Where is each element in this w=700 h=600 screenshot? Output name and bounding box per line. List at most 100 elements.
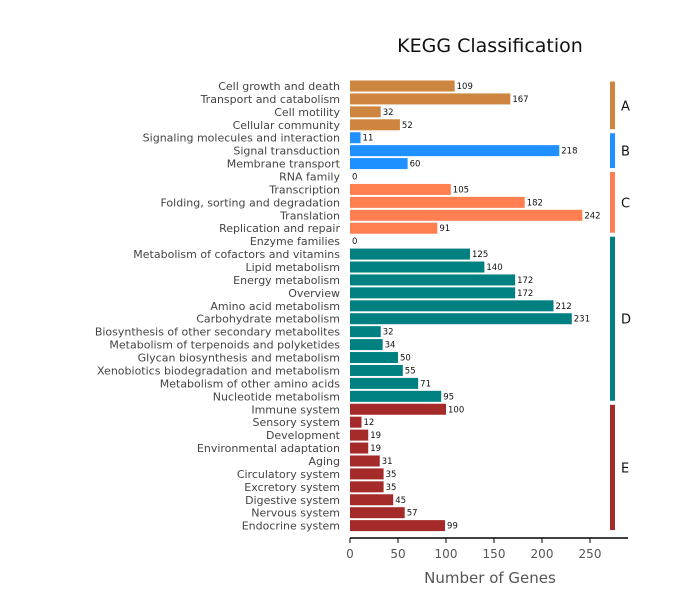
- x-tick-label: 250: [579, 547, 602, 561]
- value-label: 12: [364, 418, 375, 428]
- category-label: Amino acid metabolism: [210, 300, 340, 313]
- bar: [350, 339, 383, 351]
- value-label: 218: [561, 147, 577, 157]
- x-axis-title: Number of Genes: [424, 569, 556, 587]
- category-label: Biosynthesis of other secondary metaboli…: [95, 326, 340, 339]
- bar: [350, 80, 455, 92]
- category-label: Digestive system: [245, 494, 340, 507]
- bar: [350, 132, 361, 144]
- bar: [350, 364, 403, 376]
- value-label: 19: [370, 431, 381, 441]
- value-label: 95: [443, 392, 454, 402]
- category-label: Lipid metabolism: [245, 261, 340, 274]
- category-label: Translation: [279, 209, 340, 222]
- category-label: Enzyme families: [250, 235, 340, 248]
- value-label: 172: [517, 289, 533, 299]
- bar: [350, 403, 446, 415]
- group-label: D: [621, 313, 631, 328]
- value-label: 167: [512, 95, 528, 105]
- category-label: Metabolism of terpenoids and polyketides: [109, 339, 340, 352]
- group-bracket: [610, 236, 615, 401]
- group-bracket: [610, 81, 615, 130]
- value-label: 231: [574, 315, 590, 325]
- value-label: 52: [402, 121, 413, 131]
- value-label: 242: [584, 211, 600, 221]
- category-label: Cellular community: [233, 119, 341, 132]
- category-label: Energy metabolism: [233, 274, 340, 287]
- bar: [350, 352, 398, 364]
- value-label: 105: [453, 185, 469, 195]
- group-bracket: [610, 404, 615, 531]
- bar: [350, 494, 394, 506]
- category-label: Aging: [308, 455, 340, 468]
- x-tick-label: 150: [483, 547, 506, 561]
- category-label: Overview: [288, 287, 340, 300]
- value-label: 140: [486, 263, 502, 273]
- category-label: Glycan biosynthesis and metabolism: [138, 352, 340, 365]
- category-label: Carbohydrate metabolism: [196, 313, 340, 326]
- bar: [350, 481, 384, 493]
- category-label: Nervous system: [251, 507, 340, 520]
- group-label: A: [621, 99, 630, 114]
- value-label: 35: [386, 470, 397, 480]
- value-label: 32: [383, 328, 394, 338]
- bar: [350, 287, 516, 299]
- bar: [350, 507, 405, 519]
- bar: [350, 429, 369, 441]
- plot-area: Cell growth and death 109 Transport and ca…: [95, 80, 631, 561]
- bar: [350, 261, 485, 273]
- group-bracket: [610, 172, 615, 233]
- group-label: E: [621, 461, 629, 476]
- bar: [350, 222, 438, 234]
- bar: [350, 390, 442, 402]
- value-label: 34: [385, 341, 396, 351]
- value-label: 11: [363, 134, 374, 144]
- bar: [350, 209, 583, 221]
- category-label: Replication and repair: [219, 222, 340, 235]
- value-label: 212: [556, 302, 572, 312]
- value-label: 109: [457, 82, 473, 92]
- category-label: Metabolism of other amino acids: [160, 377, 341, 390]
- value-label: 182: [527, 198, 543, 208]
- bar: [350, 248, 470, 260]
- bar: [350, 158, 408, 170]
- bar: [350, 442, 369, 454]
- chart-title: KEGG Classification: [397, 35, 583, 57]
- value-label: 99: [447, 522, 458, 532]
- bar: [350, 468, 384, 480]
- category-label: Folding, sorting and degradation: [161, 196, 341, 209]
- category-label: Metabolism of cofactors and vitamins: [133, 248, 340, 261]
- bar: [350, 145, 560, 157]
- value-label: 32: [383, 108, 394, 118]
- bar: [350, 196, 525, 208]
- category-label: Cell growth and death: [218, 80, 340, 93]
- bar: [350, 300, 554, 312]
- category-label: Nucleotide metabolism: [213, 390, 340, 403]
- category-label: Cell motility: [274, 106, 340, 119]
- value-label: 31: [382, 457, 393, 467]
- value-label: 91: [439, 224, 450, 234]
- group-label: B: [621, 145, 630, 160]
- group-bracket: [610, 133, 615, 169]
- category-label: Development: [266, 429, 341, 442]
- bar: [350, 119, 400, 131]
- value-label: 125: [472, 250, 488, 260]
- category-label: Transport and catabolism: [200, 93, 340, 106]
- bar: [350, 326, 381, 338]
- bar: [350, 377, 419, 389]
- group-label: C: [621, 196, 630, 211]
- value-label: 172: [517, 276, 533, 286]
- category-label: Xenobiotics biodegradation and metabolis…: [97, 364, 340, 377]
- bar: [350, 93, 511, 105]
- category-label: Immune system: [251, 403, 340, 416]
- bar: [350, 416, 362, 428]
- bar: [350, 313, 572, 325]
- category-label: Endocrine system: [242, 520, 340, 533]
- value-label: 60: [410, 160, 421, 170]
- bar: [350, 274, 516, 286]
- value-label: 50: [400, 354, 411, 364]
- value-label: 71: [420, 379, 431, 389]
- bar: [350, 106, 381, 118]
- value-label: 55: [405, 366, 416, 376]
